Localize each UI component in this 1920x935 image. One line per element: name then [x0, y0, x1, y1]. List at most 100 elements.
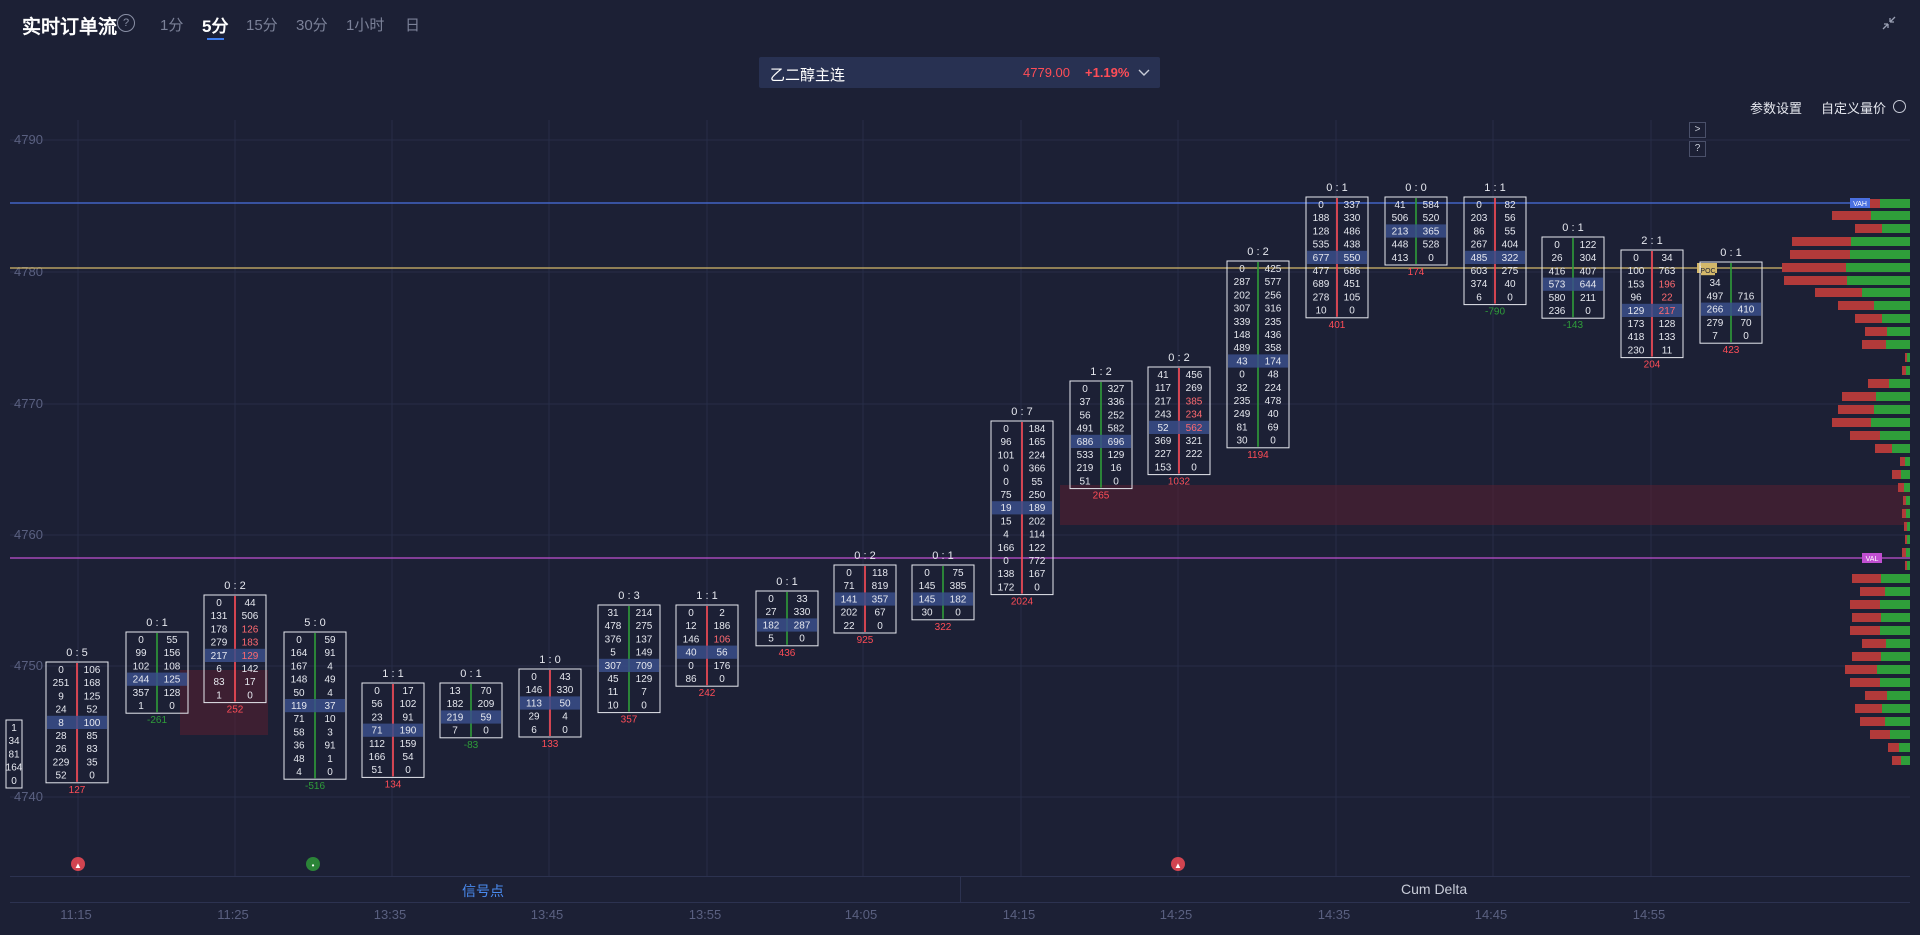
bar-head-ratio: 0 : 1 [932, 550, 953, 562]
profile-bar-sell [1892, 756, 1901, 765]
expand-right-button[interactable]: > [1689, 122, 1706, 138]
footprint-cell-ask: 322 [1502, 253, 1519, 264]
bar-delta: 133 [542, 739, 559, 750]
footprint-cell-ask: 304 [1580, 253, 1597, 264]
footprint-cell-bid: 506 [1392, 213, 1409, 224]
collapse-arrows-icon[interactable] [1880, 14, 1898, 32]
poc-label: POC [1700, 268, 1715, 275]
bar-head-ratio: 1 : 1 [696, 590, 717, 602]
page-title: 实时订单流 [22, 17, 118, 38]
value-area-marker [1850, 198, 1870, 208]
footprint-cell-bid: 182 [447, 699, 464, 710]
footprint-cell-ask: 168 [84, 678, 101, 689]
footprint-cell-bid: 279 [1707, 318, 1724, 329]
tab-15min[interactable]: 15分 [246, 17, 278, 34]
footprint-cell-bid: 117 [1155, 383, 1171, 394]
bar-head-ratio: 1 : 1 [382, 668, 403, 680]
tab-5min[interactable]: 5分 [202, 17, 229, 36]
profile-bar-sell [1905, 535, 1907, 544]
question-circle-icon[interactable]: ? [117, 14, 135, 32]
footprint-cell-bid: 244 [133, 675, 150, 686]
footprint-cell-ask: 167 [1029, 569, 1046, 580]
symbol-name: 乙二醇主连 [770, 67, 846, 84]
profile-bar-sell [1862, 340, 1886, 349]
footprint-cell-ask: 451 [1344, 279, 1361, 290]
y-tick-label: 4740 [14, 789, 43, 804]
footprint-cell-ask: 189 [1029, 503, 1046, 514]
footprint-cell-ask: 235 [1265, 317, 1282, 328]
profile-bar-sell [1852, 652, 1881, 661]
footprint-cell-bid: 119 [291, 701, 307, 712]
x-tick-label: 14:05 [845, 907, 878, 922]
tab-1min[interactable]: 1分 [160, 17, 184, 34]
bar-delta: 134 [385, 779, 402, 790]
footprint-cell-bid: 307 [1234, 304, 1251, 315]
chevron-down-icon[interactable] [1137, 66, 1151, 80]
profile-bar-sell [1865, 691, 1887, 700]
tab-30min[interactable]: 30分 [296, 17, 328, 34]
footprint-cell-bid: 0 [688, 661, 694, 672]
footprint-cell-ask: 686 [1344, 266, 1361, 277]
footprint-cell-bid: 4 [296, 767, 302, 778]
footprint-cell-bid: 86 [685, 674, 697, 685]
profile-bar-buy [1880, 199, 1910, 208]
bar-head-ratio: 0 : 1 [1326, 182, 1347, 194]
profile-bar-buy [1874, 301, 1910, 310]
footprint-cell-bid: 376 [605, 634, 622, 645]
bar-head-ratio: 1 : 0 [539, 654, 560, 666]
footprint-cell-ask: 52 [86, 705, 98, 716]
footprint-cell-ask: 385 [1186, 396, 1203, 407]
symbol-selector[interactable]: 乙二醇主连 4779.00 +1.19% [759, 57, 1160, 88]
footprint-cell-bid: 0 [1003, 477, 1009, 488]
footprint-cell-ask: 54 [402, 752, 414, 763]
footprint-cell-ask: 644 [1580, 280, 1597, 291]
bar-delta: 436 [779, 648, 796, 659]
profile-bar-buy [1862, 288, 1910, 297]
footprint-bar-box [45, 661, 109, 784]
tab-1hour[interactable]: 1小时 [346, 17, 385, 34]
footprint-cell-ask: 108 [164, 661, 181, 672]
footprint-cell-bid: 0 [11, 776, 17, 787]
tab-day[interactable]: 日 [405, 17, 421, 34]
footprint-cell-ask: 186 [714, 621, 731, 632]
bar-delta: 174 [1408, 267, 1425, 278]
bar-head-ratio: 2 : 1 [1641, 235, 1662, 247]
tab-cum-delta[interactable]: Cum Delta [1401, 881, 1468, 897]
footprint-cell-ask: 0 [247, 690, 253, 701]
y-tick-label: 4760 [14, 527, 43, 542]
profile-bar-sell [1845, 665, 1877, 674]
footprint-cell-bid: 7 [452, 726, 458, 737]
footprint-cell-bid: 13 [449, 686, 461, 697]
custom-volume-link[interactable]: 自定义量价 [1821, 101, 1887, 116]
footprint-cell-ask: 126 [242, 624, 259, 635]
bar-head-ratio: 0 : 0 [1405, 182, 1426, 194]
footprint-bar-box [990, 420, 1054, 596]
footprint-cell-bid: 535 [1313, 240, 1330, 251]
footprint-cell-bid: 217 [211, 651, 228, 662]
footprint-cell-ask: 0 [169, 701, 175, 712]
footprint-cell-bid: 15 [1000, 516, 1012, 527]
help-side-button[interactable]: ? [1689, 141, 1706, 157]
footprint-cell-ask: 22 [1661, 293, 1673, 304]
footprint-cell-bid: 81 [8, 749, 20, 760]
signal-arrow-icon: ▲ [1174, 861, 1182, 870]
profile-bar-buy [1907, 522, 1910, 531]
footprint-highlight-row [47, 715, 107, 729]
bar-delta: 357 [621, 715, 638, 726]
poc-marker [1701, 263, 1715, 276]
footprint-cell-ask: 122 [1580, 240, 1597, 251]
footprint-cell-ask: 156 [164, 648, 181, 659]
profile-bar-sell [1815, 288, 1862, 297]
footprint-cell-ask: 2 [719, 608, 725, 619]
tab-signal-points[interactable]: 信号点 [462, 883, 504, 899]
settings-circle-icon[interactable] [1893, 100, 1906, 113]
profile-bar-buy [1906, 366, 1910, 375]
footprint-cell-bid: 0 [1082, 384, 1088, 395]
footprint-cell-ask: 183 [242, 638, 259, 649]
footprint-cell-ask: 275 [1502, 266, 1519, 277]
footprint-cell-bid: 145 [919, 581, 936, 592]
footprint-cell-bid: 43 [1236, 356, 1248, 367]
bar-head-ratio: 0 : 2 [1247, 246, 1268, 258]
params-settings-link[interactable]: 参数设置 [1750, 101, 1803, 116]
